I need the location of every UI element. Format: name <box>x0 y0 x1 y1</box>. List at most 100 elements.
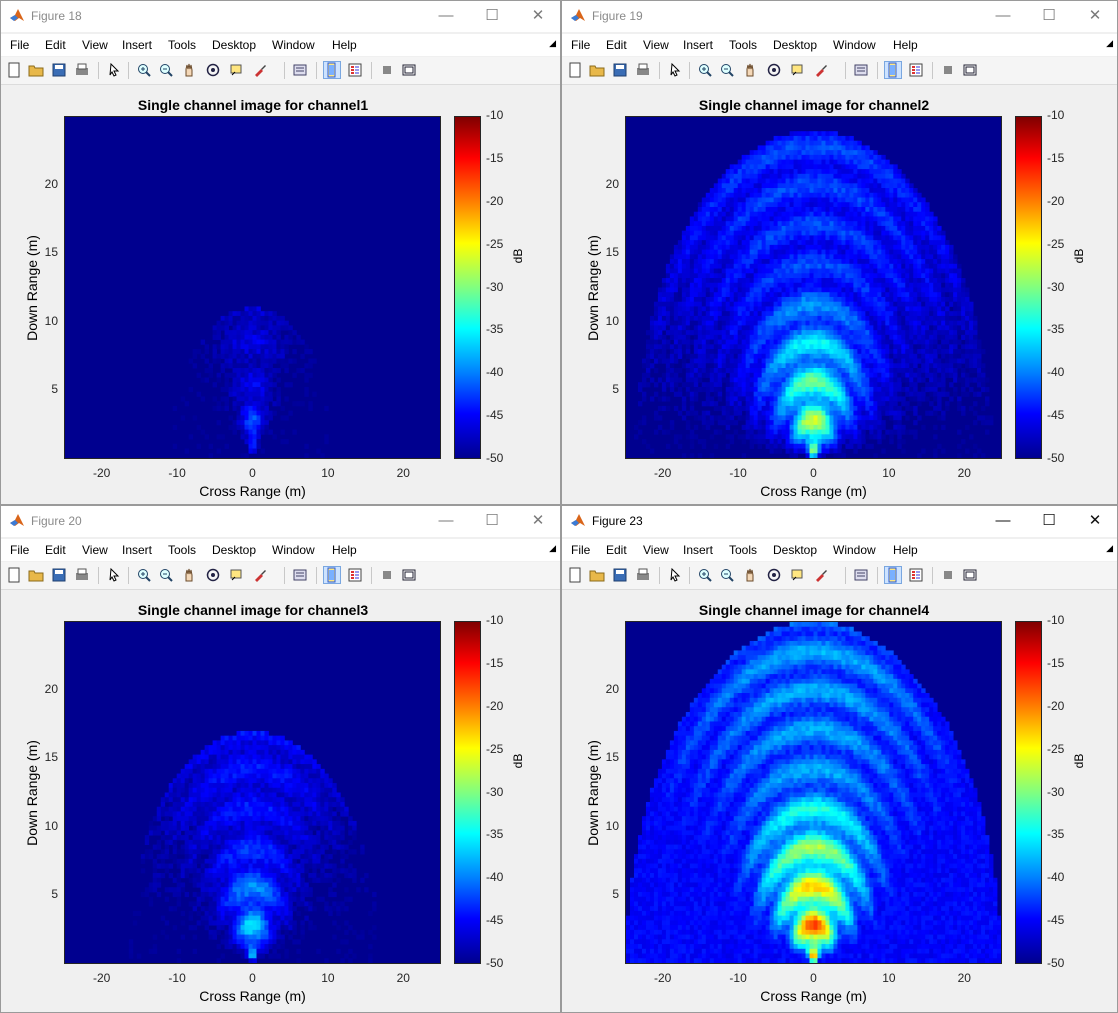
rotate-icon[interactable] <box>205 62 221 78</box>
save-icon[interactable] <box>51 567 67 583</box>
maximize-button[interactable]: ☐ <box>485 7 499 24</box>
menu-edit[interactable]: Edit <box>45 38 66 52</box>
colorbar-icon[interactable] <box>323 566 341 584</box>
minimize-button[interactable]: — <box>438 512 454 529</box>
colorbar[interactable] <box>454 116 481 459</box>
menu-overflow-icon[interactable]: ◢ <box>1106 38 1113 48</box>
new-icon[interactable] <box>567 62 583 78</box>
rotate-icon[interactable] <box>766 62 782 78</box>
save-icon[interactable] <box>51 62 67 78</box>
print-icon[interactable] <box>74 567 90 583</box>
heatmap-cell <box>785 448 790 454</box>
menu-help[interactable]: Help <box>893 38 918 52</box>
show-plot-tools-icon[interactable] <box>962 62 978 78</box>
menu-help[interactable]: Help <box>332 543 357 557</box>
open-icon[interactable] <box>589 62 605 78</box>
colorbar[interactable] <box>1015 116 1042 459</box>
data-cursor-icon[interactable] <box>789 62 805 78</box>
data-cursor-icon[interactable] <box>228 567 244 583</box>
menu-view[interactable]: View <box>82 543 108 557</box>
title-bar[interactable]: Figure 18— ☐ ✕ <box>1 1 560 32</box>
colorbar-icon[interactable] <box>884 61 902 79</box>
menu-overflow-icon[interactable]: ◢ <box>549 38 556 48</box>
legend-icon[interactable] <box>347 567 363 583</box>
menu-desktop[interactable]: Desktop <box>773 38 818 52</box>
show-plot-tools-icon[interactable] <box>401 62 417 78</box>
menu-edit[interactable]: Edit <box>606 38 627 52</box>
menu-desktop[interactable]: Desktop <box>212 38 257 52</box>
figure-window-1[interactable]: Figure 19— ☐ ✕ File Edit View Insert Tools Deskt… <box>561 0 1118 505</box>
legend-icon[interactable] <box>347 62 363 78</box>
link-icon[interactable] <box>292 62 308 78</box>
pointer-icon[interactable] <box>667 62 683 78</box>
close-button[interactable]: ✕ <box>531 512 545 529</box>
pan-icon[interactable] <box>181 567 197 583</box>
link-icon[interactable] <box>292 567 308 583</box>
menu-edit[interactable]: Edit <box>45 543 66 557</box>
menu-insert[interactable]: Insert <box>122 543 153 557</box>
zoom-in-icon[interactable] <box>136 62 152 78</box>
brush-icon[interactable] <box>252 567 268 583</box>
open-icon[interactable] <box>28 62 44 78</box>
zoom-out-icon[interactable] <box>719 62 735 78</box>
open-icon[interactable] <box>28 567 44 583</box>
pointer-icon[interactable] <box>106 62 122 78</box>
figure-window-0[interactable]: Figure 18— ☐ ✕ File Edit View Insert Tools Deskt… <box>0 0 561 505</box>
legend-icon[interactable] <box>908 62 924 78</box>
minimize-button[interactable]: — <box>438 7 454 24</box>
menu-view[interactable]: View <box>82 38 108 52</box>
menu-tools[interactable]: Tools <box>729 38 758 52</box>
menu-file[interactable]: File <box>10 38 30 52</box>
menu-file[interactable]: File <box>10 543 30 557</box>
heatmap-cell <box>933 259 938 265</box>
pointer-icon[interactable] <box>106 567 122 583</box>
maximize-button[interactable]: ☐ <box>1042 7 1056 24</box>
menu-window[interactable]: Window <box>272 38 315 52</box>
data-cursor-icon[interactable] <box>228 62 244 78</box>
pan-icon[interactable] <box>181 62 197 78</box>
heatmap-cell <box>929 330 934 336</box>
close-button[interactable]: ✕ <box>1088 7 1102 24</box>
hide-plot-tools-icon[interactable] <box>379 62 395 78</box>
menu-desktop[interactable]: Desktop <box>212 543 257 557</box>
menu-file[interactable]: File <box>571 38 591 52</box>
colorbar-icon[interactable] <box>323 61 341 79</box>
new-icon[interactable] <box>6 567 22 583</box>
menu-overflow-icon[interactable]: ◢ <box>549 543 556 553</box>
heatmap-axes[interactable] <box>64 116 441 459</box>
menu-insert[interactable]: Insert <box>122 38 153 52</box>
zoom-in-icon[interactable] <box>136 567 152 583</box>
print-icon[interactable] <box>74 62 90 78</box>
menu-window[interactable]: Window <box>272 543 315 557</box>
hide-plot-tools-icon[interactable] <box>379 567 395 583</box>
menu-help[interactable]: Help <box>332 38 357 52</box>
close-button[interactable]: ✕ <box>531 7 545 24</box>
new-icon[interactable] <box>6 62 22 78</box>
maximize-button[interactable]: ☐ <box>485 512 499 529</box>
link-icon[interactable] <box>853 62 869 78</box>
figure-window-2[interactable]: Figure 20— ☐ ✕ File Edit View Insert Tools Deskt… <box>0 505 561 1013</box>
menu-tools[interactable]: Tools <box>168 543 197 557</box>
menu-insert[interactable]: Insert <box>683 38 714 52</box>
pan-icon[interactable] <box>742 62 758 78</box>
minimize-button[interactable]: — <box>995 7 1011 24</box>
rotate-icon[interactable] <box>205 567 221 583</box>
heatmap-axes[interactable] <box>64 621 441 964</box>
zoom-in-icon[interactable] <box>697 62 713 78</box>
heatmap-cell <box>905 240 910 246</box>
zoom-out-icon[interactable] <box>158 62 174 78</box>
title-bar[interactable]: Figure 20— ☐ ✕ <box>1 506 560 537</box>
heatmap-axes[interactable] <box>625 116 1002 459</box>
menu-tools[interactable]: Tools <box>168 38 197 52</box>
menu-view[interactable]: View <box>643 38 669 52</box>
save-icon[interactable] <box>612 62 628 78</box>
zoom-out-icon[interactable] <box>158 567 174 583</box>
heatmap-cell <box>833 259 838 265</box>
show-plot-tools-icon[interactable] <box>401 567 417 583</box>
title-bar[interactable]: Figure 19— ☐ ✕ <box>562 1 1117 32</box>
brush-icon[interactable] <box>252 62 268 78</box>
hide-plot-tools-icon[interactable] <box>940 62 956 78</box>
menu-window[interactable]: Window <box>833 38 876 52</box>
brush-icon[interactable] <box>813 62 829 78</box>
print-icon[interactable] <box>635 62 651 78</box>
